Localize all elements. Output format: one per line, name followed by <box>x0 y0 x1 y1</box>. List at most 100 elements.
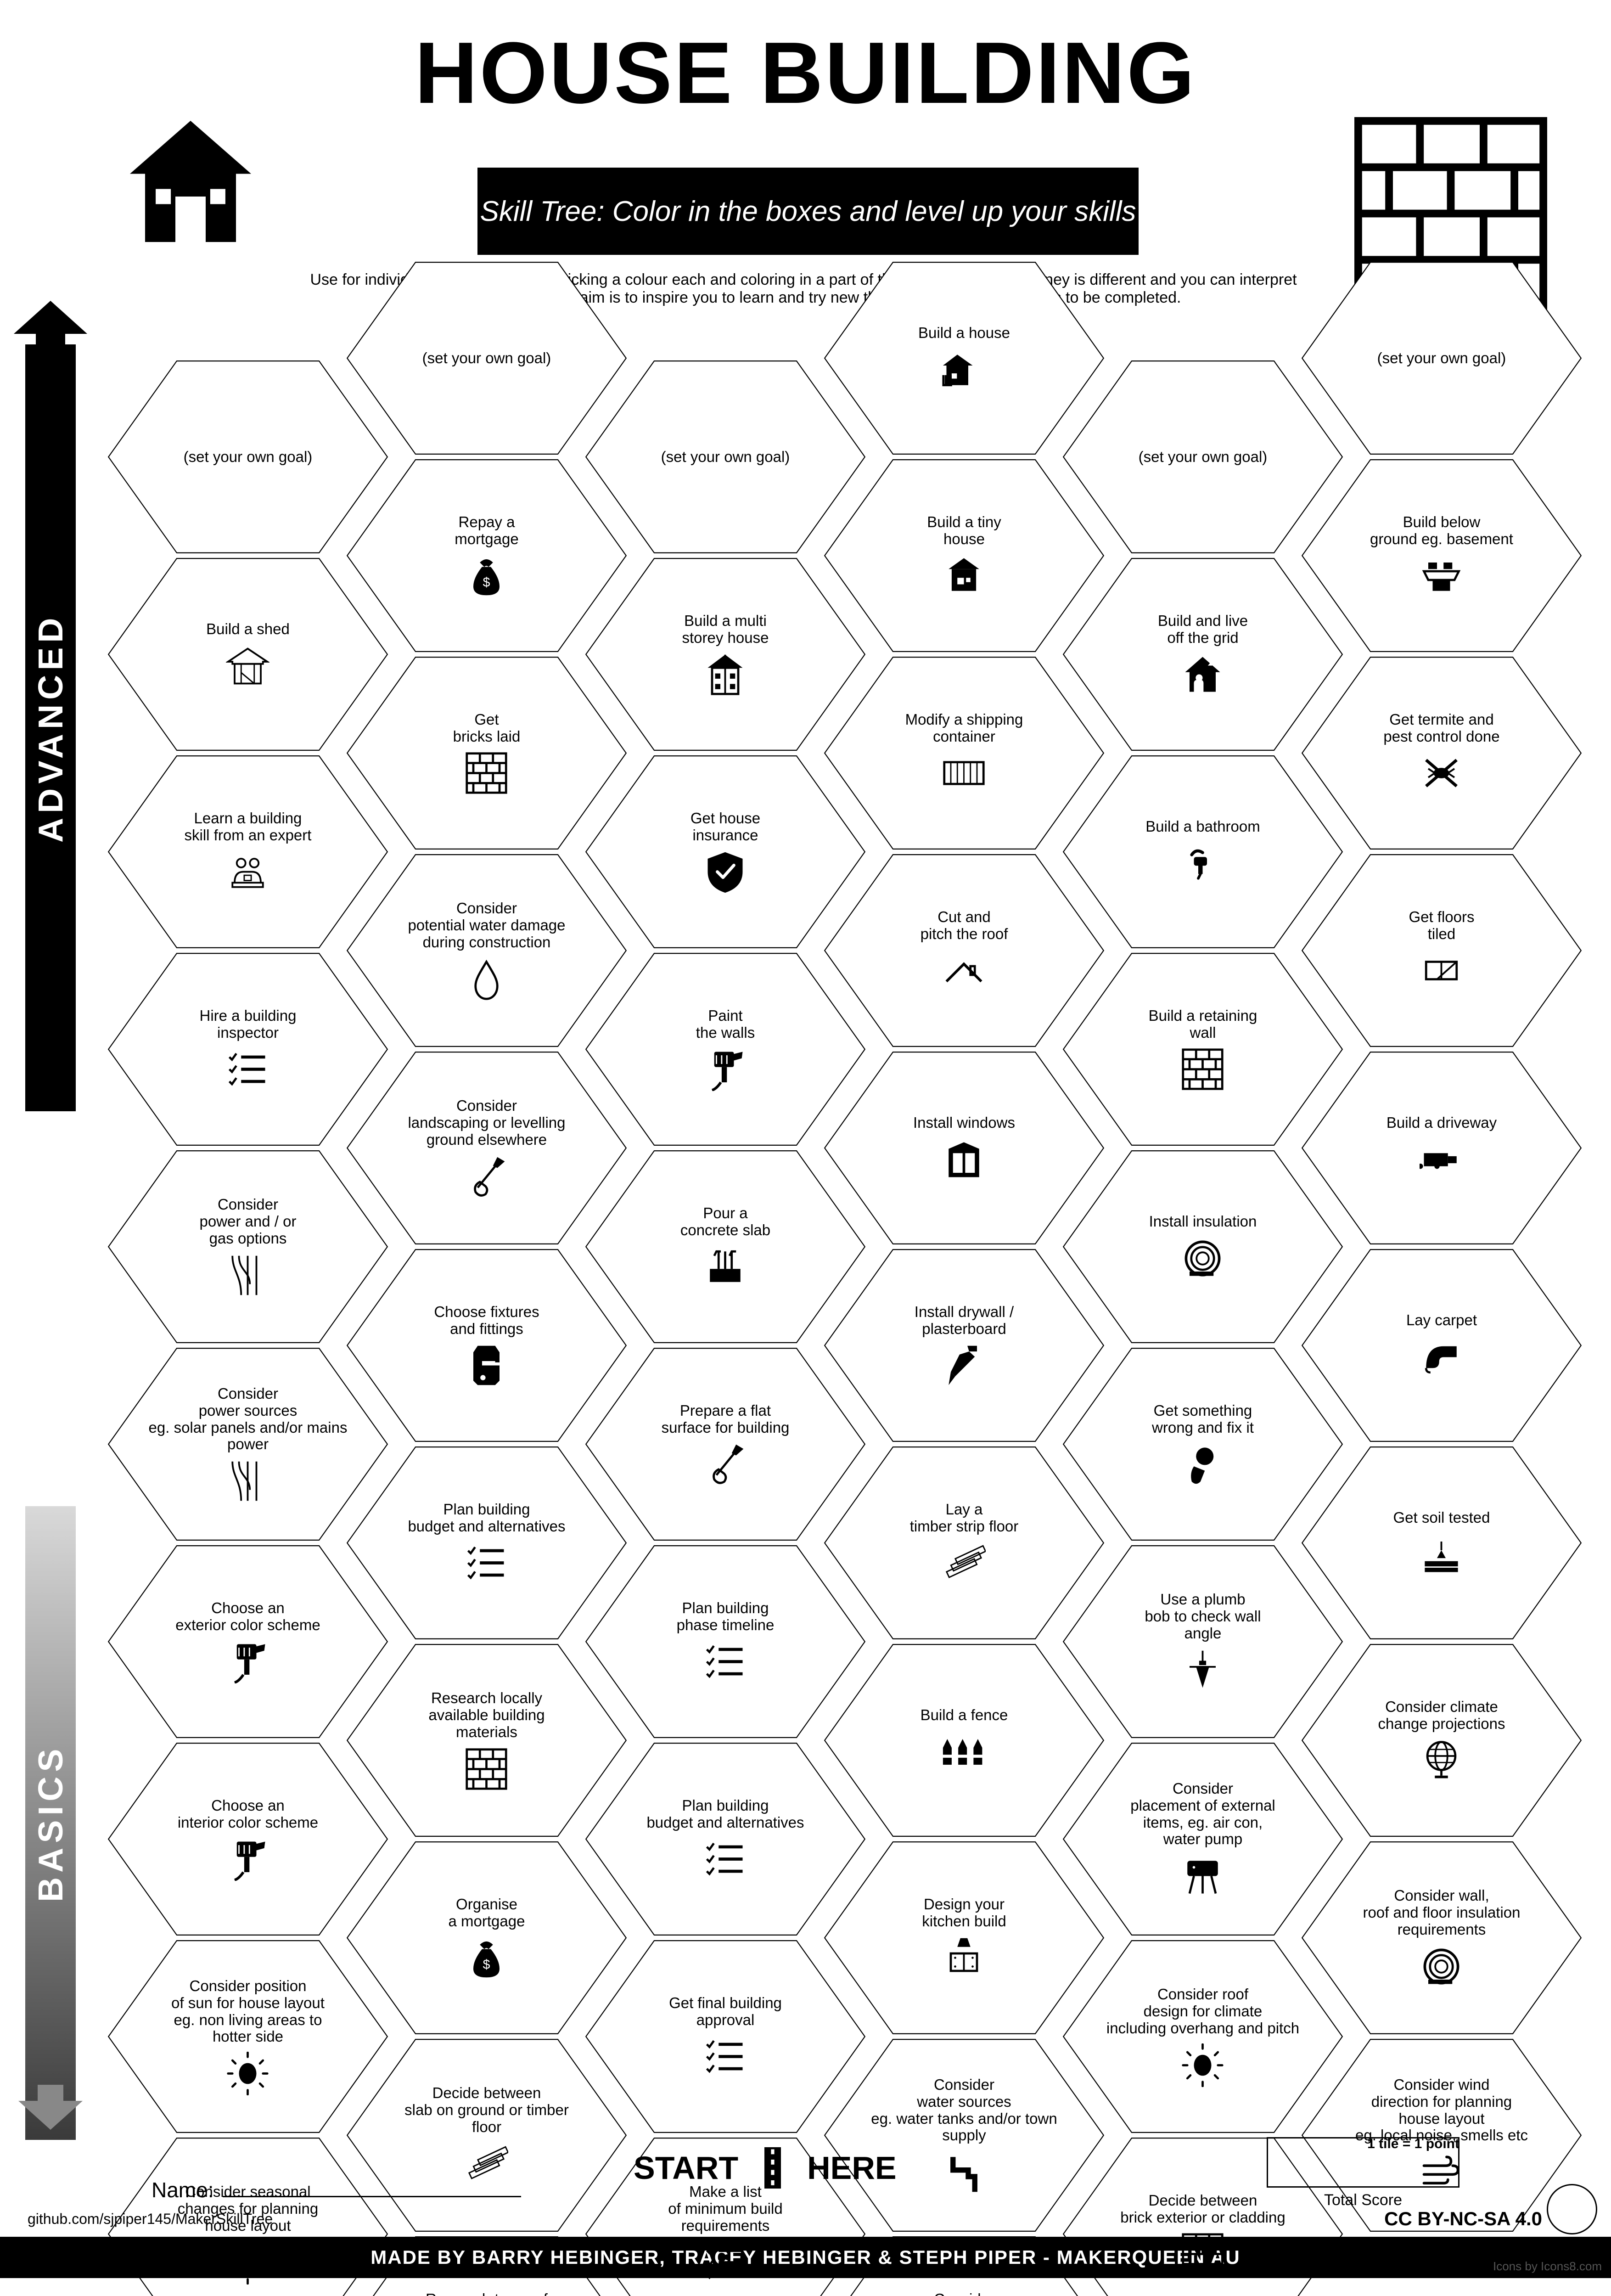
hex-content-5-2[interactable]: Get termite and pest control done <box>1322 711 1561 795</box>
hex-node-5-7[interactable]: Consider climate change projections <box>1299 1642 1584 1839</box>
hex-node-5-5[interactable]: Lay carpet <box>1299 1247 1584 1444</box>
hex-content-2-6[interactable]: Plan building phase timeline <box>606 1600 845 1684</box>
hex-label-1-4: Consider landscaping or levelling ground e… <box>408 1097 565 1148</box>
hex-label-0-2: Learn a building skill from an expert <box>185 810 312 844</box>
hex-content-0-4[interactable]: Consider power and / or gas options <box>129 1196 368 1297</box>
money-bag-icon: $ <box>465 554 508 597</box>
hex-content-0-6[interactable]: Choose an exterior color scheme <box>129 1600 368 1684</box>
hex-content-2-2[interactable]: Get house insurance <box>606 810 845 894</box>
hex-content-2-7[interactable]: Plan building budget and alternatives <box>606 1797 845 1881</box>
hex-content-5-3[interactable]: Get floors tiled <box>1322 909 1561 993</box>
hex-content-4-9[interactable]: Decide between brick exterior or cladding <box>1083 2192 1323 2276</box>
paint-roller-icon <box>703 1047 747 1091</box>
hex-label-0-9: Consider seasonal changes for planning hou… <box>178 2183 318 2234</box>
hex-content-3-9[interactable]: Consider water sources eg. water tanks and… <box>845 2077 1084 2195</box>
hex-content-5-8[interactable]: Consider wall, roof and floor insulation r… <box>1322 1887 1561 1988</box>
hex-content-0-7[interactable]: Choose an interior color scheme <box>129 1797 368 1881</box>
hex-content-4-6[interactable]: Use a plumb bob to check wall angle <box>1083 1591 1323 1692</box>
hex-content-3-7[interactable]: Build a fence <box>845 1707 1084 1774</box>
hex-node-5-2[interactable]: Get termite and pest control done <box>1299 654 1584 852</box>
hex-content-2-4[interactable]: Pour a concrete slab <box>606 1205 845 1289</box>
hex-content-1-0[interactable]: (set your own goal) <box>367 350 606 367</box>
hex-label-4-1: Build and live off the grid <box>1158 613 1248 647</box>
svg-text:$: $ <box>483 1958 490 1972</box>
hex-node-5-3[interactable]: Get floors tiled <box>1299 852 1584 1049</box>
hex-content-5-6[interactable]: Get soil tested <box>1322 1509 1561 1576</box>
hex-content-3-0[interactable]: Build a house <box>845 325 1084 392</box>
hex-content-5-7[interactable]: Consider climate change projections <box>1322 1699 1561 1783</box>
hex-content-4-7[interactable]: Consider placement of external items, eg. … <box>1083 1780 1323 1898</box>
hex-label-3-10: Consideraccesibility requirements <box>881 2291 1047 2296</box>
house-with-fence-icon <box>942 348 986 392</box>
hex-content-0-1[interactable]: Build a shed <box>129 621 368 688</box>
hex-content-0-0[interactable]: (set your own goal) <box>129 449 368 466</box>
hex-content-5-4[interactable]: Build a driveway <box>1322 1114 1561 1182</box>
hex-label-0-0: (set your own goal) <box>184 449 313 466</box>
expert-people-icon <box>226 850 269 894</box>
money-bag-icon: $ <box>465 1936 508 1980</box>
hex-content-1-4[interactable]: Consider landscaping or levelling ground e… <box>367 1097 606 1199</box>
multi-storey-house-icon <box>703 653 747 696</box>
hex-label-1-5: Choose fixtures and fittings <box>434 1304 539 1338</box>
hex-content-1-10[interactable]: Research types ofbuilding in your climat… <box>367 2291 606 2296</box>
window-icon <box>942 1138 986 1182</box>
hex-content-0-2[interactable]: Learn a building skill from an expert <box>129 810 368 894</box>
hex-label-1-3: Consider potential water damage during con… <box>408 900 565 951</box>
hex-content-2-3[interactable]: Paint the walls <box>606 1007 845 1092</box>
hex-content-3-6[interactable]: Lay a timber strip floor <box>845 1501 1084 1585</box>
hex-content-5-9[interactable]: Consider wind direction for planning house… <box>1322 2077 1561 2195</box>
hex-content-3-8[interactable]: Design your kitchen build <box>845 1896 1084 1980</box>
hex-content-5-0[interactable]: (set your own goal) <box>1322 350 1561 367</box>
hex-content-0-3[interactable]: Hire a building inspector <box>129 1007 368 1092</box>
hex-content-1-1[interactable]: Repay a mortgage $ <box>367 514 606 598</box>
hex-content-4-8[interactable]: Consider roof design for climate including… <box>1083 1986 1323 2087</box>
hex-content-2-9[interactable]: Make a list of minimum build requirements <box>606 2183 845 2285</box>
hex-content-2-8[interactable]: Get final building approval <box>606 1995 845 2079</box>
hex-content-4-1[interactable]: Build and live off the grid <box>1083 613 1323 697</box>
hex-content-3-10[interactable]: Consideraccesibility requirements <box>845 2291 1084 2296</box>
paint-roller-icon <box>226 1640 269 1683</box>
hex-content-4-3[interactable]: Build a retaining wall <box>1083 1007 1323 1092</box>
hex-label-3-9: Consider water sources eg. water tanks and… <box>871 2077 1057 2144</box>
hex-label-2-1: Build a multi storey house <box>682 613 769 647</box>
hex-content-1-5[interactable]: Choose fixtures and fittings <box>367 1304 606 1388</box>
plumb-bob-icon <box>1181 1649 1224 1692</box>
hex-node-5-0[interactable]: (set your own goal) <box>1299 259 1584 457</box>
hex-content-4-5[interactable]: Get something wrong and fix it <box>1083 1402 1323 1486</box>
hex-content-1-2[interactable]: Get bricks laid <box>367 711 606 795</box>
hex-content-3-1[interactable]: Build a tiny house <box>845 514 1084 598</box>
hex-content-1-9[interactable]: Decide between slab on ground or timber fl… <box>367 2085 606 2186</box>
facepalm-icon <box>1181 1442 1224 1486</box>
hex-content-3-4[interactable]: Install windows <box>845 1114 1084 1182</box>
checklist-icon <box>703 1640 747 1683</box>
hex-content-1-8[interactable]: Organise a mortgage $ <box>367 1896 606 1980</box>
hex-label-0-5: Consider power sources eg. solar panels an… <box>149 1385 348 1453</box>
hex-content-4-2[interactable]: Build a bathroom <box>1083 818 1323 885</box>
hex-content-3-5[interactable]: Install drywall / plasterboard <box>845 1304 1084 1388</box>
hex-content-0-8[interactable]: Consider position of sun for house layout… <box>129 1978 368 2096</box>
hex-label-4-5: Get something wrong and fix it <box>1152 1402 1254 1436</box>
hex-content-4-0[interactable]: (set your own goal) <box>1083 449 1323 466</box>
hex-content-1-3[interactable]: Consider potential water damage during con… <box>367 900 606 1001</box>
hex-content-5-1[interactable]: Build below ground eg. basement <box>1322 514 1561 598</box>
hex-content-1-6[interactable]: Plan building budget and alternatives <box>367 1501 606 1585</box>
wind-icon <box>1420 2150 1463 2194</box>
hex-content-2-0[interactable]: (set your own goal) <box>606 449 845 466</box>
hex-node-5-8[interactable]: Consider wall, roof and floor insulation r… <box>1299 1839 1584 2037</box>
hex-content-1-7[interactable]: Research locally available building materi… <box>367 1690 606 1791</box>
cc-license-text: CC BY-NC-SA 4.0 <box>1384 2208 1542 2230</box>
hex-content-0-9[interactable]: Consider seasonal changes for planning hou… <box>129 2183 368 2285</box>
hex-node-5-6[interactable]: Get soil tested <box>1299 1444 1584 1642</box>
hex-content-2-1[interactable]: Build a multi storey house <box>606 613 845 697</box>
hex-label-1-7: Research locally available building materi… <box>428 1690 544 1741</box>
hex-content-0-5[interactable]: Consider power sources eg. solar panels an… <box>129 1385 368 1503</box>
hex-content-3-2[interactable]: Modify a shipping container <box>845 711 1084 795</box>
hex-label-5-1: Build below ground eg. basement <box>1370 514 1513 548</box>
hex-node-5-1[interactable]: Build below ground eg. basement <box>1299 457 1584 654</box>
hex-content-3-3[interactable]: Cut and pitch the roof <box>845 909 1084 993</box>
hex-node-5-4[interactable]: Build a driveway <box>1299 1049 1584 1247</box>
hex-label-5-7: Consider climate change projections <box>1378 1699 1505 1733</box>
hex-content-2-5[interactable]: Prepare a flat surface for building <box>606 1402 845 1486</box>
hex-content-5-5[interactable]: Lay carpet <box>1322 1312 1561 1379</box>
hex-content-4-4[interactable]: Install insulation <box>1083 1213 1323 1280</box>
